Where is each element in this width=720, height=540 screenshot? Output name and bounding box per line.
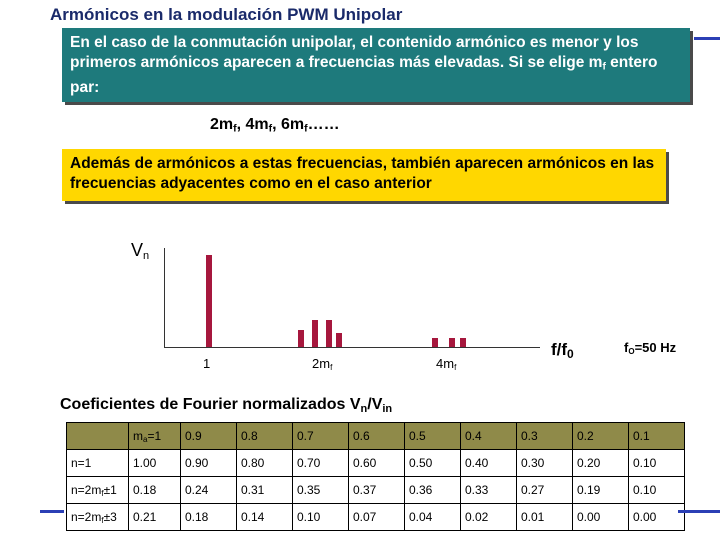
spectrum-bar-2mf-plus-1 bbox=[326, 320, 332, 347]
table-header-cell: 0.3 bbox=[516, 422, 573, 450]
spectrum-tick-label: 4mf bbox=[436, 356, 457, 372]
spectrum-x-axis bbox=[164, 347, 540, 348]
spectrum-bar-4mf bbox=[449, 338, 455, 347]
adjacent-harmonics-text: Además de armónicos a estas frecuencias,… bbox=[70, 155, 655, 192]
spectrum-bar-2mf-minus-1 bbox=[298, 330, 304, 347]
spectrum-y-label: Vn bbox=[131, 240, 150, 262]
table-row-label: n=1 bbox=[66, 449, 129, 477]
table-cell: 0.33 bbox=[460, 476, 517, 504]
formula-part: , 6m bbox=[272, 116, 305, 133]
table-cell: 1.00 bbox=[128, 449, 181, 477]
table-cell: 0.01 bbox=[516, 503, 573, 531]
table-cell: 0.31 bbox=[236, 476, 293, 504]
spectrum-y-axis bbox=[164, 248, 165, 348]
title-underline bbox=[694, 37, 720, 40]
table-header-cell: 0.6 bbox=[348, 422, 405, 450]
table-cell: 0.10 bbox=[628, 476, 685, 504]
intro-text-box: En el caso de la conmutación unipolar, e… bbox=[62, 28, 690, 102]
table-header-cell: 0.7 bbox=[292, 422, 349, 450]
table-cell: 0.10 bbox=[628, 449, 685, 477]
spectrum-bar-2mf bbox=[312, 320, 318, 347]
table-cell: 0.90 bbox=[180, 449, 237, 477]
intro-text-main: En el caso de la conmutación unipolar, e… bbox=[70, 34, 639, 71]
spectrum-tick-label: 1 bbox=[203, 356, 211, 371]
table-cell: 0.24 bbox=[180, 476, 237, 504]
spectrum-x-label: f/f0 bbox=[551, 340, 574, 361]
table-header-cell: 0.5 bbox=[404, 422, 461, 450]
footer-line-left bbox=[40, 510, 64, 513]
spectrum-bar-2mf-plus-3 bbox=[336, 333, 342, 347]
table-cell: 0.07 bbox=[348, 503, 405, 531]
table-cell: 0.18 bbox=[128, 476, 181, 504]
spectrum-bar-fundamental bbox=[206, 255, 212, 347]
table-cell: 0.02 bbox=[460, 503, 517, 531]
spectrum-tick-label: 2mf bbox=[312, 356, 333, 372]
table-cell: 0.00 bbox=[572, 503, 629, 531]
fourier-coefficients-table: ma=1 0.9 0.8 0.7 0.6 0.5 0.4 0.3 0.2 0.1… bbox=[66, 422, 685, 531]
table-row-label: n=2mf±1 bbox=[66, 476, 129, 504]
adjacent-harmonics-box: Además de armónicos a estas frecuencias,… bbox=[62, 149, 666, 201]
table-cell: 0.35 bbox=[292, 476, 349, 504]
formula-sub: f bbox=[304, 123, 308, 135]
formula-part: …… bbox=[307, 116, 340, 133]
table-header-row: ma=1 0.9 0.8 0.7 0.6 0.5 0.4 0.3 0.2 0.1 bbox=[66, 422, 685, 450]
table-cell: 0.60 bbox=[348, 449, 405, 477]
table-row: n=2mf±3 0.21 0.18 0.14 0.10 0.07 0.04 0.… bbox=[66, 503, 685, 531]
table-cell: 0.80 bbox=[236, 449, 293, 477]
spectrum-bar-4mf-minus-1 bbox=[432, 338, 438, 347]
formula-part: 2m bbox=[210, 116, 234, 133]
table-cell: 0.19 bbox=[572, 476, 629, 504]
table-header-cell: 0.4 bbox=[460, 422, 517, 450]
coefficients-title: Coeficientes de Fourier normalizados Vn/… bbox=[60, 396, 393, 415]
table-header-cell: 0.8 bbox=[236, 422, 293, 450]
table-cell: 0.27 bbox=[516, 476, 573, 504]
table-row: n=1 1.00 0.90 0.80 0.70 0.60 0.50 0.40 0… bbox=[66, 449, 685, 477]
table-cell: 0.04 bbox=[404, 503, 461, 531]
table-cell: 0.18 bbox=[180, 503, 237, 531]
table-cell: 0.00 bbox=[628, 503, 685, 531]
table-corner-cell bbox=[66, 422, 129, 450]
intro-text-tail: entero par: bbox=[70, 54, 658, 96]
table-header-cell: 0.2 bbox=[572, 422, 629, 450]
formula-part: , 4m bbox=[236, 116, 269, 133]
table-header-cell: 0.9 bbox=[180, 422, 237, 450]
footer-line-right bbox=[678, 510, 720, 513]
intro-text-sub: f bbox=[602, 61, 606, 73]
table-cell: 0.70 bbox=[292, 449, 349, 477]
table-row: n=2mf±1 0.18 0.24 0.31 0.35 0.37 0.36 0.… bbox=[66, 476, 685, 504]
intro-text: En el caso de la conmutación unipolar, e… bbox=[62, 28, 690, 98]
formula-sub: f bbox=[268, 123, 273, 135]
table-cell: 0.20 bbox=[572, 449, 629, 477]
table-header-cell: ma=1 bbox=[128, 422, 181, 450]
formula-sub: f bbox=[233, 123, 237, 135]
harmonic-formula: 2mf, 4mf, 6mf…… bbox=[210, 116, 340, 135]
table-cell: 0.30 bbox=[516, 449, 573, 477]
table-cell: 0.10 bbox=[292, 503, 349, 531]
fundamental-frequency-note: fO=50 Hz bbox=[624, 340, 677, 356]
table-header-cell: 0.1 bbox=[628, 422, 685, 450]
table-cell: 0.14 bbox=[236, 503, 293, 531]
table-cell: 0.37 bbox=[348, 476, 405, 504]
table-row-label: n=2mf±3 bbox=[66, 503, 129, 531]
table-cell: 0.50 bbox=[404, 449, 461, 477]
table-cell: 0.40 bbox=[460, 449, 517, 477]
table-cell: 0.36 bbox=[404, 476, 461, 504]
table-cell: 0.21 bbox=[128, 503, 181, 531]
spectrum-bar-4mf-plus-1 bbox=[460, 338, 466, 347]
slide-title: Armónicos en la modulación PWM Unipolar bbox=[50, 5, 403, 24]
